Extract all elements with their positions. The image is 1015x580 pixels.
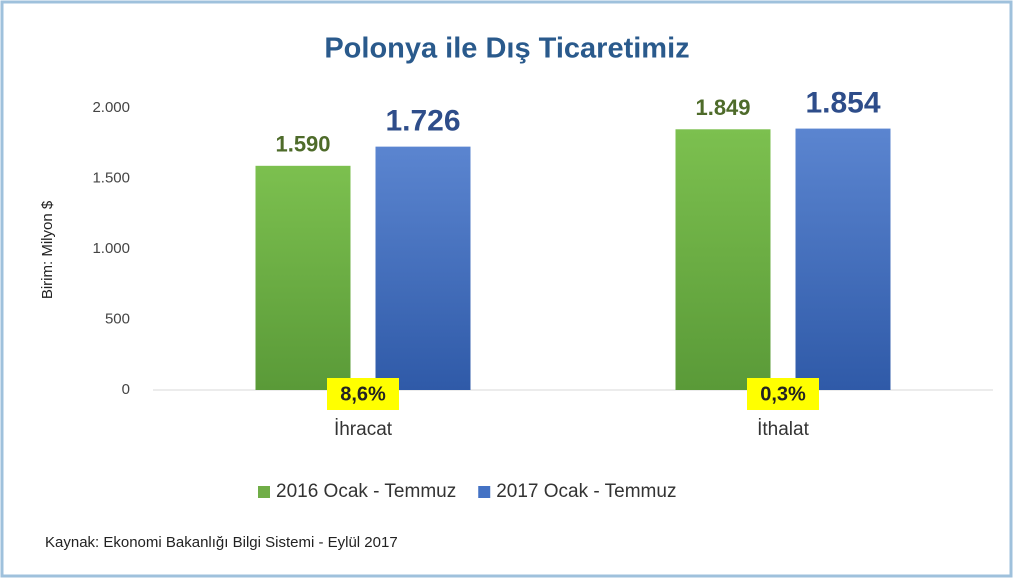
y-tick-label: 2.000: [92, 99, 130, 116]
legend-label: 2016 Ocak - Temmuz: [276, 481, 456, 502]
bar: [255, 165, 351, 390]
value-label: 1.849: [695, 95, 750, 120]
y-tick-label: 1.500: [92, 169, 130, 186]
value-label: 1.590: [275, 132, 330, 157]
bar: [375, 146, 471, 390]
x-tick-label: İthalat: [757, 419, 809, 440]
bar: [675, 129, 771, 390]
y-axis-label: Birim: Milyon $: [39, 200, 56, 299]
annotation-box: [747, 378, 819, 410]
annotation-box: [327, 378, 399, 410]
chart-title: Polonya ile Dış Ticaretimiz: [324, 33, 689, 65]
legend-swatch: [258, 486, 270, 498]
source: Kaynak: Ekonomi Bakanlığı Bilgi Sistemi …: [45, 534, 398, 551]
legend-label: 2017 Ocak - Temmuz: [496, 481, 676, 502]
legend-swatch: [478, 486, 491, 498]
value-label: 1.854: [805, 87, 880, 120]
bar: [795, 128, 891, 390]
y-tick-label: 500: [105, 310, 130, 327]
x-tick-label: İhracat: [334, 419, 393, 440]
annotation: 8,6%: [340, 383, 386, 405]
annotation: 0,3%: [760, 383, 806, 405]
value-label: 1.726: [385, 105, 460, 138]
y-tick-label: 0: [122, 381, 130, 398]
y-tick-label: 1.000: [92, 240, 130, 257]
